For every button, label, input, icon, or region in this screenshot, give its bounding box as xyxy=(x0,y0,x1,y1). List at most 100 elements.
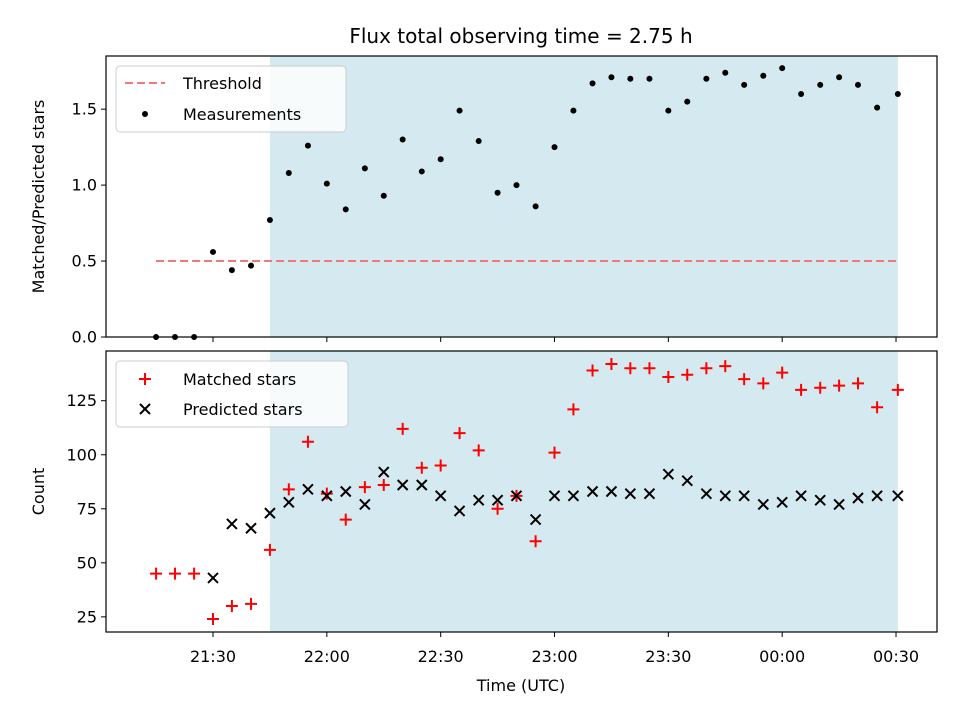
count-y-axis: 25 50 75 100 125 xyxy=(66,391,106,626)
measurement-point xyxy=(722,69,729,76)
predicted-star-point xyxy=(321,490,333,502)
y-tick-label: 0.5 xyxy=(72,252,97,271)
x-tick-label: 00:00 xyxy=(759,647,805,666)
x-tick-label: 23:30 xyxy=(645,647,691,666)
measurement-point xyxy=(399,136,406,143)
count-panel-frame xyxy=(105,350,938,633)
predicted-star-point xyxy=(226,518,238,530)
predicted-star-point xyxy=(283,496,295,509)
predicted-star-point xyxy=(719,490,731,502)
measurement-point xyxy=(248,262,255,269)
matched-star-point xyxy=(833,379,846,392)
measurement-point xyxy=(874,104,881,111)
legend-measurements-swatch xyxy=(142,111,148,117)
predicted-star-point xyxy=(871,490,883,502)
measurement-point xyxy=(665,107,672,114)
measurement-point xyxy=(228,267,235,274)
x-tick-label: 23:00 xyxy=(531,647,577,666)
x-tick-label: 22:00 xyxy=(304,647,350,666)
count-legend: Matched stars Predicted stars xyxy=(115,360,349,428)
matched-star-point xyxy=(396,422,409,435)
measurement-point xyxy=(285,169,292,176)
predicted-star-point xyxy=(548,490,561,502)
matched-star-point xyxy=(719,360,732,373)
measurement-point xyxy=(589,80,596,87)
x-tick-label: 21:30 xyxy=(190,647,236,666)
measurement-point xyxy=(894,90,901,97)
matched-star-point xyxy=(605,357,618,370)
matched-star-point xyxy=(738,373,751,386)
predicted-star-point xyxy=(738,490,750,502)
measurement-point xyxy=(551,144,558,151)
measurement-point xyxy=(570,107,577,114)
matched-star-point xyxy=(245,597,258,610)
matched-star-point xyxy=(776,366,789,379)
ratio-legend-box xyxy=(115,65,347,133)
predicted-star-point xyxy=(700,487,713,500)
matched-star-point xyxy=(757,377,770,390)
time-x-axis: 21:30 22:00 22:30 23:00 23:30 00:00 00:30 xyxy=(190,632,919,666)
predicted-star-point xyxy=(605,485,618,498)
matched-star-point xyxy=(207,613,220,626)
measurement-point xyxy=(854,81,861,88)
measurement-point xyxy=(361,165,368,172)
legend-predicted-label: Predicted stars xyxy=(183,400,303,419)
measurement-point xyxy=(304,142,311,149)
predicted-star-point xyxy=(472,494,485,506)
observing-span-shade xyxy=(269,56,898,337)
predicted-star-point xyxy=(833,498,845,511)
measurement-point xyxy=(475,138,482,145)
measurement-point xyxy=(494,189,501,196)
predicted-star-point xyxy=(491,494,504,506)
observing-span-shade xyxy=(269,351,898,632)
measurement-point xyxy=(627,75,634,82)
measurement-point xyxy=(817,81,824,88)
count-y-axis-label: Count xyxy=(29,468,48,516)
matched-star-point xyxy=(188,567,201,580)
ratio-y-axis-label: Matched/Predicted stars xyxy=(29,100,48,294)
matched-star-point xyxy=(282,483,295,496)
ratio-marks xyxy=(153,65,901,340)
predicted-star-point xyxy=(510,490,523,502)
matched-star-point xyxy=(700,362,713,375)
ratio-panel-frame xyxy=(105,55,938,338)
predicted-star-point xyxy=(795,490,807,502)
predicted-star-point xyxy=(852,492,864,504)
matched-star-point xyxy=(358,481,371,494)
matched-star-point xyxy=(643,362,656,375)
predicted-star-point xyxy=(567,490,580,502)
y-tick-label: 125 xyxy=(66,391,97,410)
y-tick-label: 0.0 xyxy=(72,328,97,347)
matched-star-point xyxy=(681,368,694,381)
matched-star-point xyxy=(586,364,599,377)
predicted-star-point xyxy=(757,498,769,511)
matched-star-point xyxy=(567,403,580,416)
predicted-star-point xyxy=(434,490,447,502)
predicted-star-point xyxy=(264,507,276,519)
y-tick-label: 100 xyxy=(66,445,97,464)
matched-star-point xyxy=(548,446,561,459)
matched-star-point xyxy=(434,459,447,472)
legend-threshold-label: Threshold xyxy=(182,74,262,93)
measurement-point xyxy=(418,168,425,175)
predicted-star-point xyxy=(340,485,352,498)
measurement-point xyxy=(210,248,217,255)
matched-star-point xyxy=(851,377,864,390)
predicted-star-point xyxy=(245,522,257,534)
predicted-star-point xyxy=(776,496,788,509)
measurement-point xyxy=(798,90,805,97)
measurement-point xyxy=(456,107,463,114)
matched-star-point xyxy=(891,383,904,396)
predicted-star-point xyxy=(643,487,656,500)
measurement-point xyxy=(266,217,273,224)
measurement-point xyxy=(646,75,653,82)
matched-star-point xyxy=(377,479,390,492)
x-tick-label: 00:30 xyxy=(873,647,919,666)
predicted-star-point xyxy=(624,487,637,500)
measurement-point xyxy=(703,75,710,82)
ratio-x-ticks xyxy=(212,337,897,342)
predicted-star-point xyxy=(892,490,904,502)
predicted-star-point xyxy=(662,468,675,480)
matched-star-point xyxy=(339,513,352,526)
